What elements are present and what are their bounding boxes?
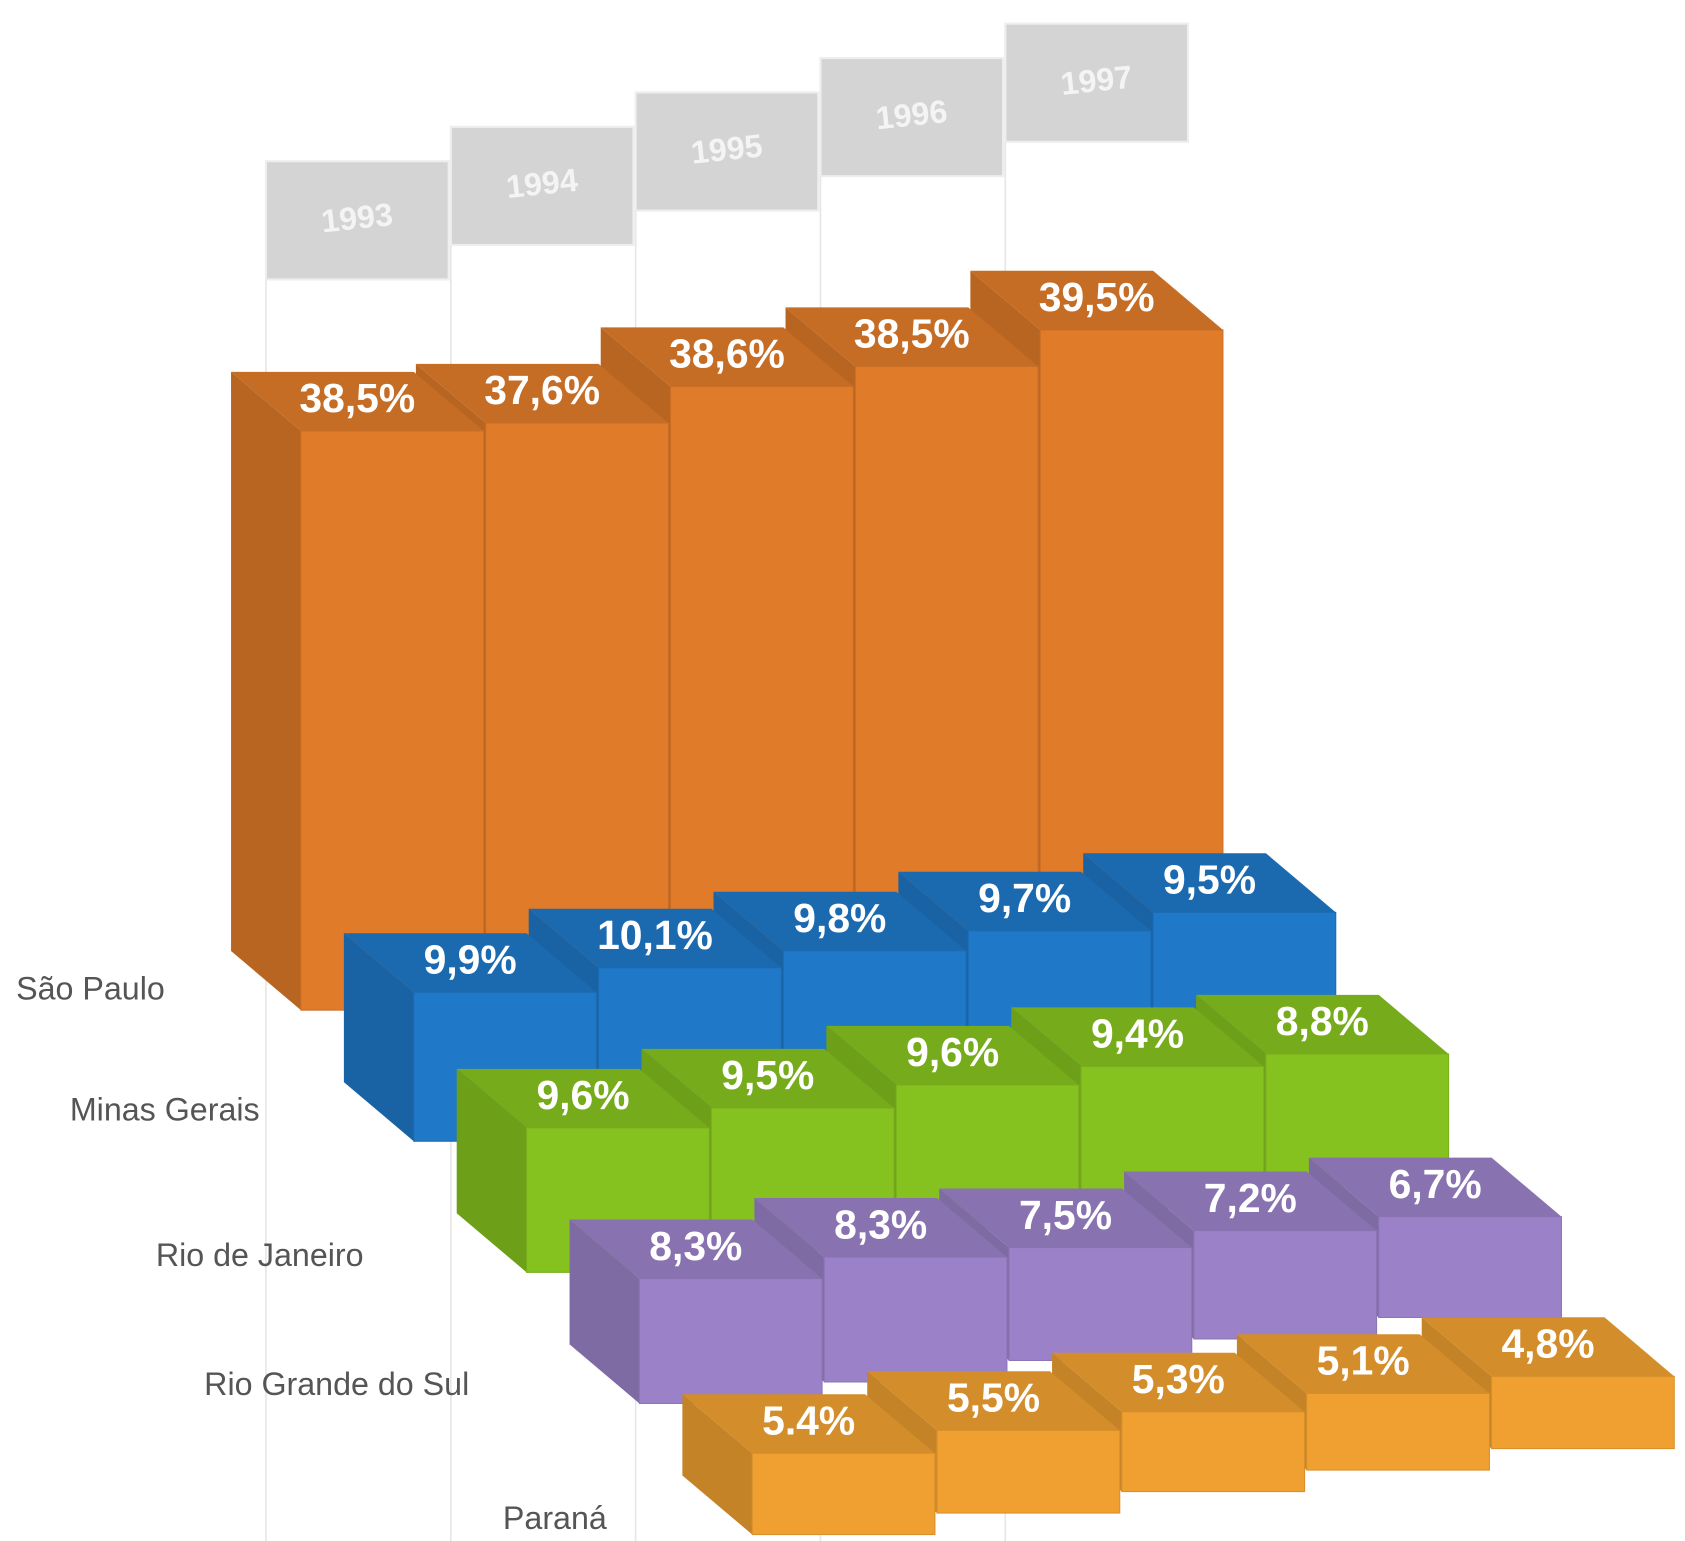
row-label: Minas Gerais	[70, 1092, 260, 1128]
bar-top	[1236, 1334, 1490, 1394]
bar-front	[485, 422, 669, 990]
value-label: 9,4%	[1091, 1011, 1184, 1057]
row-label: São Paulo	[16, 970, 165, 1006]
year-box	[449, 125, 635, 247]
value-label: 9,8%	[793, 895, 886, 941]
bar-top	[939, 1188, 1192, 1248]
bar-side	[456, 1068, 527, 1273]
bar-top	[826, 1025, 1079, 1085]
bar-side	[682, 1394, 753, 1535]
value-label: 8,3%	[834, 1201, 927, 1247]
value-label: 9,5%	[1163, 857, 1256, 903]
row-label: Paraná	[503, 1500, 607, 1536]
value-label: 9,9%	[424, 937, 517, 983]
bar-front	[936, 1429, 1121, 1514]
bar-top	[1196, 994, 1449, 1054]
bar	[231, 371, 485, 1011]
value-label: 5,1%	[1317, 1338, 1410, 1384]
value-label: 38,5%	[299, 375, 415, 421]
value-label: 8,3%	[649, 1223, 742, 1269]
bar-top	[1308, 1157, 1562, 1217]
year-label: 1994	[504, 162, 579, 205]
bar-top	[1083, 853, 1336, 913]
bar-front	[751, 1452, 936, 1536]
value-label: 9,7%	[978, 875, 1071, 921]
bar	[569, 1219, 823, 1404]
bar-front	[1121, 1411, 1306, 1493]
value-label: 5,3%	[1132, 1356, 1225, 1402]
value-label: 9,6%	[536, 1072, 629, 1118]
bar-top	[415, 363, 669, 423]
value-label: 5,5%	[947, 1375, 1040, 1421]
bar-top	[569, 1219, 823, 1279]
bar-front	[638, 1278, 823, 1404]
bar-top	[231, 371, 484, 431]
value-label: 38,5%	[854, 311, 970, 357]
year-box	[264, 160, 450, 281]
bar-top	[898, 871, 1151, 931]
year-label: 1995	[689, 127, 764, 170]
bar-front	[1378, 1216, 1562, 1319]
bar-top	[1421, 1317, 1675, 1377]
year-box	[634, 91, 820, 212]
value-label: 37,6%	[484, 367, 600, 413]
bar-front	[1008, 1247, 1193, 1362]
bar-side	[343, 933, 414, 1142]
bar-top	[641, 1048, 895, 1108]
year-box	[1004, 22, 1190, 143]
bar-top	[713, 891, 967, 951]
bar-front	[854, 365, 1039, 947]
bar-top	[754, 1197, 1007, 1258]
value-label: 6,7%	[1389, 1161, 1482, 1207]
bar-top	[867, 1371, 1120, 1431]
value-label: 38,6%	[669, 331, 785, 377]
bar	[682, 1394, 936, 1536]
bar	[867, 1371, 1121, 1514]
year-box	[819, 56, 1005, 178]
bar-top	[1052, 1352, 1305, 1412]
bar-front	[1491, 1375, 1675, 1450]
bar-top	[528, 908, 782, 968]
bar-side	[569, 1219, 640, 1404]
value-label: 7,2%	[1204, 1175, 1297, 1221]
bar-side	[231, 371, 301, 1011]
bar-front	[1306, 1392, 1490, 1471]
bar	[343, 933, 597, 1142]
year-label: 1993	[320, 196, 395, 239]
bar-top	[1124, 1171, 1377, 1231]
value-label: 39,5%	[1039, 274, 1155, 320]
value-label: 10,1%	[597, 912, 713, 958]
bar-top	[1011, 1007, 1264, 1067]
bar-front	[1193, 1230, 1378, 1340]
bar-top	[785, 307, 1039, 367]
bar-top	[682, 1394, 935, 1454]
bar-front	[300, 430, 485, 1011]
year-label: 1996	[874, 93, 949, 136]
row-label: Rio de Janeiro	[156, 1237, 364, 1273]
value-label: 5.4%	[762, 1398, 855, 1444]
value-label: 9,6%	[906, 1029, 999, 1075]
bar-front	[1039, 329, 1224, 925]
bar-front	[670, 385, 854, 968]
bar-top	[343, 933, 597, 993]
bar-top	[456, 1068, 710, 1128]
value-label: 9,5%	[721, 1052, 814, 1098]
bar-front	[823, 1256, 1008, 1383]
bar-top	[600, 327, 854, 387]
value-label: 4,8%	[1501, 1321, 1594, 1367]
value-label: 7,5%	[1019, 1192, 1112, 1238]
row-label: Rio Grande do Sul	[204, 1366, 469, 1402]
value-label: 8,8%	[1276, 998, 1369, 1044]
bar-top	[970, 270, 1223, 330]
year-label: 1997	[1059, 59, 1134, 102]
